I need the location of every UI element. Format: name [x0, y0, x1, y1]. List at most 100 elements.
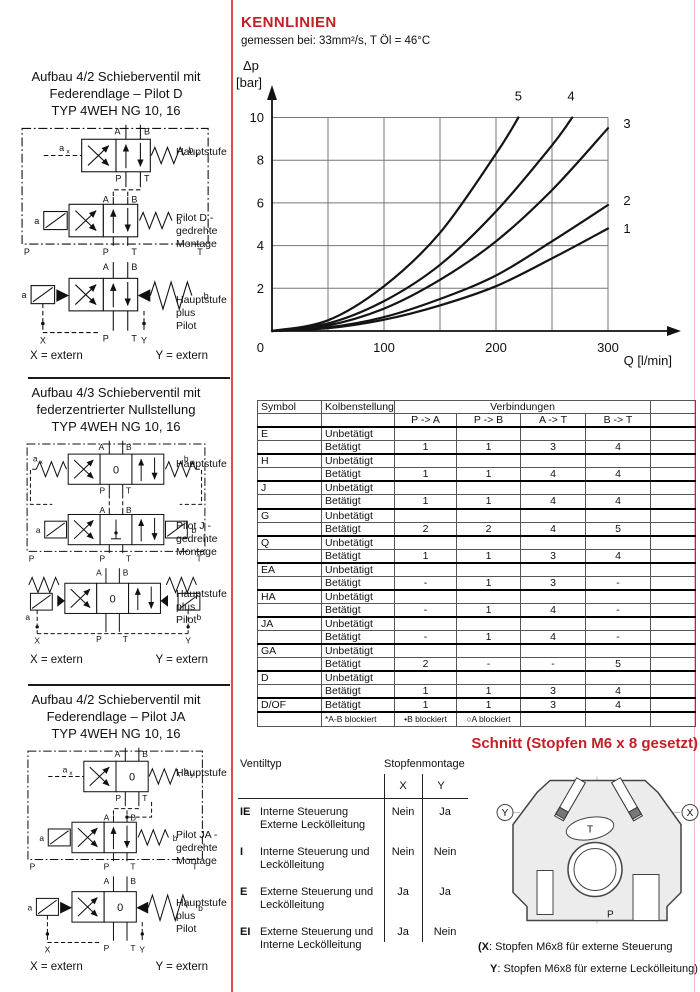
schnitt-heading: Schnitt (Stopfen M6 x 8 gesetzt) — [471, 735, 698, 752]
table-cell: 4 — [520, 521, 586, 537]
table-cell — [520, 588, 586, 604]
table-cell: Unbetätigt — [321, 507, 395, 523]
table-cell: 1 — [394, 684, 457, 699]
p-port-label: P — [607, 910, 614, 921]
table-cell — [257, 521, 322, 537]
svg-text:B: B — [126, 505, 132, 515]
table-cell — [650, 467, 696, 482]
table-cell — [650, 426, 696, 442]
table-cell: Betätigt — [321, 467, 395, 482]
table-cell: 2 — [394, 657, 457, 672]
curve-label: 3 — [623, 116, 630, 131]
table-cell — [394, 561, 457, 577]
curve-label: 2 — [623, 193, 630, 208]
svg-text:P: P — [103, 247, 109, 257]
table-row: JA Unbetätigt — [257, 616, 696, 632]
svg-text:B: B — [130, 813, 136, 823]
x-axis-label: Q [l/min] — [624, 353, 672, 368]
footnote-row: *A-B blockiert •B blockiert ○A blockiert — [257, 711, 696, 728]
table-cell: 1 — [394, 697, 457, 713]
y-extern-label: Y = extern — [155, 961, 208, 973]
footnote-cell: *A-B blockiert — [321, 711, 395, 728]
table-cell: D — [257, 670, 322, 686]
y-extern-label: Y = extern — [155, 350, 208, 362]
svg-text:T: T — [192, 862, 197, 872]
curve-label: 4 — [567, 88, 574, 103]
section-pilot-d: Aufbau 4/2 Schieberventil mit Federendla… — [0, 66, 232, 377]
origin-tick: 0 — [257, 340, 264, 355]
table-cell — [520, 561, 586, 577]
connections-table: Symbol Kolbenstellung Verbindungen P -> … — [257, 399, 696, 728]
table-cell: 4 — [585, 548, 651, 564]
table-cell — [585, 453, 651, 469]
table-cell: 4 — [585, 684, 651, 699]
svg-text:T: T — [126, 554, 131, 564]
svg-text:B: B — [131, 263, 137, 273]
table-cell: G — [257, 507, 322, 523]
table-cell: Unbetätigt — [321, 616, 395, 632]
note-y: Y: Stopfen M6x8 für externe Leckölleitun… — [490, 963, 698, 975]
svg-text:a: a — [36, 525, 41, 535]
col-b-t: B -> T — [585, 413, 651, 429]
table-rule — [384, 774, 385, 942]
svg-text:b: b — [184, 454, 189, 464]
table-cell — [585, 561, 651, 577]
section-pilot-j: Aufbau 4/3 Schieberventil mit federzentr… — [0, 382, 232, 682]
table-cell: 1 — [456, 440, 521, 455]
stage-label-hauptstufe-plus-pilot: Hauptstufe plus Pilot — [176, 294, 227, 333]
x-tick: 300 — [597, 340, 619, 355]
table-cell: Betätigt — [321, 602, 395, 618]
table-row: J Unbetätigt — [257, 480, 696, 496]
svg-text:B: B — [144, 127, 150, 137]
table-cell — [650, 657, 696, 672]
t-port-label: T — [587, 825, 593, 836]
table-row: EA Unbetätigt — [257, 561, 696, 577]
x-extern-label: X = extern — [30, 961, 83, 973]
table-cell — [585, 534, 651, 550]
svg-text:T: T — [197, 554, 202, 564]
table-cell: 1 — [456, 467, 521, 482]
table-cell: Betätigt — [321, 657, 395, 672]
table-cell: 3 — [520, 684, 586, 699]
table-cell — [585, 643, 651, 659]
table-row: G Unbetätigt — [257, 507, 696, 523]
svg-text:y: y — [191, 460, 195, 467]
kennlinien-heading: KENNLINIEN — [241, 14, 337, 31]
table-cell: 1 — [456, 684, 521, 699]
section-title: Aufbau 4/3 Schieberventil mit federzentr… — [31, 385, 201, 435]
svg-text:y: y — [195, 151, 199, 158]
svg-text:b: b — [204, 292, 209, 302]
table-cell — [520, 480, 586, 496]
table-cell — [585, 507, 651, 523]
table-row: D Unbetätigt — [257, 670, 696, 686]
table-cell — [394, 426, 457, 442]
table-cell: 3 — [520, 697, 586, 713]
table-cell: - — [394, 575, 457, 591]
svg-text:A: A — [100, 505, 106, 515]
table-rule — [238, 798, 468, 799]
table-cell — [585, 670, 651, 686]
table-row: Betätigt 2- -5 — [257, 657, 696, 672]
footnote-cell — [520, 711, 586, 728]
table-cell — [650, 697, 696, 713]
svg-text:b: b — [197, 613, 202, 623]
x-extern-label: X = extern — [30, 654, 83, 666]
table-rule — [422, 774, 423, 942]
stage-label-hauptstufe-plus-pilot: Hauptstufe plus Pilot — [176, 588, 227, 627]
table-cell: Unbetätigt — [321, 670, 395, 686]
footnote-cell — [257, 711, 322, 728]
svg-text:a: a — [63, 765, 68, 775]
table-cell — [650, 643, 696, 659]
table-cell: Betätigt — [321, 630, 395, 645]
table-cell — [394, 643, 457, 659]
svg-text:T: T — [131, 247, 137, 257]
table-cell — [585, 480, 651, 496]
cross-section-diagram: T Y X P — [496, 776, 699, 927]
svg-text:B: B — [126, 442, 132, 452]
table-cell — [650, 534, 696, 550]
svg-text:0: 0 — [110, 594, 116, 606]
y-tick: 4 — [257, 238, 264, 253]
